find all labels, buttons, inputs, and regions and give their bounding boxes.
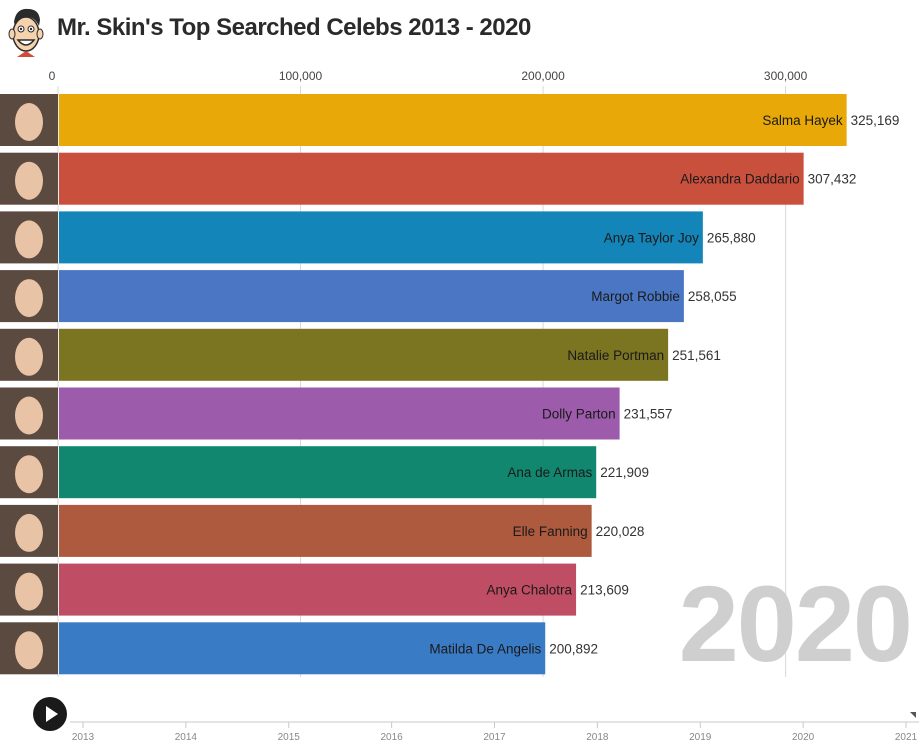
play-button[interactable] — [33, 697, 67, 731]
bar-category-label: Natalie Portman — [567, 348, 664, 363]
avatar-face — [15, 279, 43, 318]
timeline-year-label[interactable]: 2021 — [895, 732, 918, 743]
avatar-face — [15, 455, 43, 494]
avatar-face — [15, 513, 43, 552]
avatar-face — [15, 631, 43, 670]
timeline-handle-icon[interactable] — [910, 712, 916, 718]
avatar — [0, 152, 58, 205]
x-tick-label: 100,000 — [279, 69, 323, 83]
bar-value-label: 200,892 — [549, 641, 598, 656]
bar-value-label: 251,561 — [672, 348, 721, 363]
avatar-face — [15, 103, 43, 141]
x-tick-label: 300,000 — [764, 69, 808, 83]
bar-category-label: Matilda De Angelis — [429, 641, 541, 656]
bar-value-label: 325,169 — [851, 113, 900, 128]
cartoon-face-icon — [8, 8, 44, 57]
avatar — [0, 211, 58, 264]
timeline-year-label[interactable]: 2019 — [689, 732, 712, 743]
avatar-face — [15, 396, 43, 435]
bar — [59, 270, 684, 323]
header: Mr. Skin's Top Searched Celebs 2013 - 20… — [0, 0, 919, 62]
avatar — [0, 504, 58, 557]
bar — [59, 622, 546, 675]
avatar-face — [15, 161, 43, 200]
avatar — [0, 328, 58, 381]
avatar — [0, 563, 58, 616]
timeline-year-label[interactable]: 2014 — [175, 732, 198, 743]
timeline-year-label[interactable]: 2018 — [586, 732, 609, 743]
bar-category-label: Alexandra Daddario — [680, 172, 799, 187]
bar — [59, 94, 847, 146]
avatar — [0, 622, 58, 675]
bar-category-label: Anya Chalotra — [487, 583, 573, 598]
avatar — [0, 270, 58, 323]
bar-value-label: 213,609 — [580, 583, 629, 598]
year-timeline[interactable]: 2013 2014 2015 2016 2017 2018 2019 2020 2021 — [70, 700, 919, 750]
bar — [59, 152, 804, 205]
x-tick-label: 200,000 — [521, 69, 565, 83]
timeline-year-label[interactable]: 2016 — [381, 732, 404, 743]
bar — [59, 211, 703, 264]
timeline-year-label[interactable]: 2017 — [483, 732, 506, 743]
timeline-year-label[interactable]: 2015 — [278, 732, 301, 743]
bar — [59, 563, 577, 616]
bar-value-label: 220,028 — [596, 524, 645, 539]
avatar — [0, 94, 58, 146]
bar — [59, 328, 669, 381]
bar-value-label: 231,557 — [624, 407, 673, 422]
bar-category-label: Ana de Armas — [507, 465, 592, 480]
bar-value-label: 221,909 — [600, 465, 649, 480]
bar-category-label: Margot Robbie — [591, 289, 680, 304]
bar — [59, 446, 597, 499]
current-year-label: 2020 — [678, 563, 913, 684]
bar-value-label: 265,880 — [707, 230, 756, 245]
bar-chart: 0 100,000 200,000 300,000 Salma Hayek 325,169… — [0, 69, 900, 677]
bar-value-label: 307,432 — [808, 172, 857, 187]
avatar — [0, 387, 58, 440]
x-tick-label: 0 — [49, 69, 56, 83]
chart-title: Mr. Skin's Top Searched Celebs 2013 - 20… — [57, 14, 531, 41]
timeline-year-label[interactable]: 2020 — [792, 732, 815, 743]
avatar-face — [15, 337, 43, 376]
bar-category-label: Anya Taylor Joy — [604, 230, 699, 245]
avatar-face — [15, 220, 43, 259]
timeline-year-label[interactable]: 2013 — [72, 732, 95, 743]
bar — [59, 387, 620, 440]
bar-category-label: Dolly Parton — [542, 407, 616, 422]
bar-category-label: Elle Fanning — [513, 524, 588, 539]
bar-category-label: Salma Hayek — [762, 113, 843, 128]
avatar-face — [15, 572, 43, 611]
avatar — [0, 446, 58, 499]
bar-value-label: 258,055 — [688, 289, 737, 304]
bar — [59, 504, 592, 557]
